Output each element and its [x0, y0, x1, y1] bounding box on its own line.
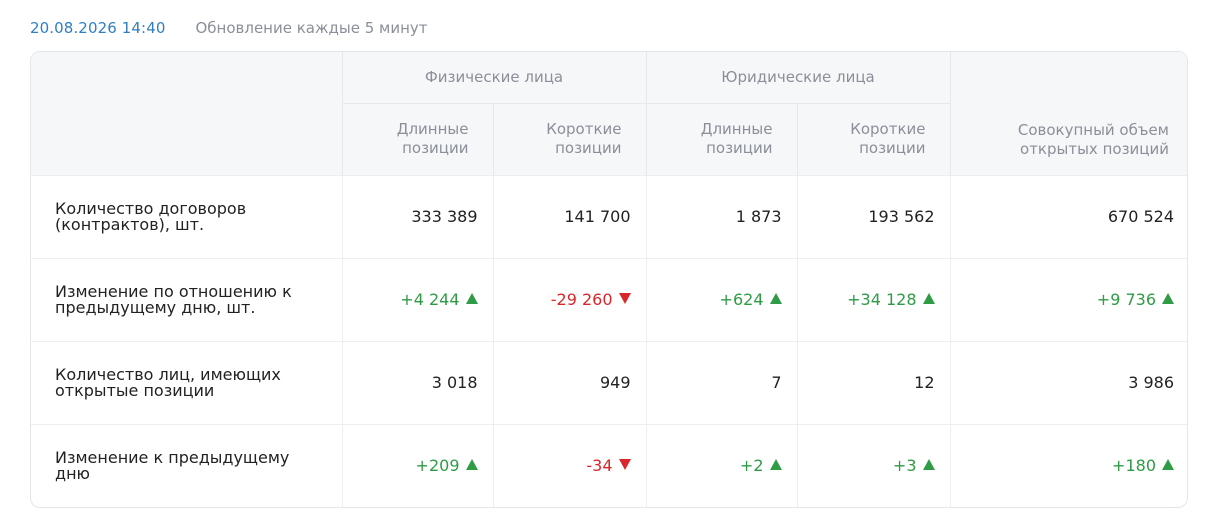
table-cell: +624	[646, 257, 798, 341]
update-frequency-note: Обновление каждые 5 минут	[195, 19, 428, 37]
group-header-individuals: Физические лица	[342, 52, 647, 104]
cell-value: +4 244	[400, 290, 460, 309]
column-header-individuals-long: Длинные позиции	[342, 103, 494, 175]
cell-value: +209	[415, 456, 460, 476]
column-header-legal-long: Длинные позиции	[646, 103, 798, 175]
table-cell: 670 524	[950, 174, 1187, 258]
header-corner	[31, 52, 343, 175]
group-header-legal: Юридические лица	[646, 52, 951, 104]
cell-value: -29 260	[550, 290, 613, 309]
cell-value: 1 873	[735, 207, 782, 226]
table-cell: +3	[797, 423, 951, 507]
cell-value: 12	[914, 373, 935, 392]
trend-up-icon	[769, 293, 782, 304]
table-cell: -34	[493, 423, 647, 507]
table-cell: 333 389	[342, 174, 494, 258]
table-cell: 949	[493, 340, 647, 424]
table-cell: +180	[950, 423, 1187, 507]
trend-up-icon	[465, 293, 478, 304]
row-label-contracts-count: Количество договоров (контрактов), шт.	[31, 174, 343, 258]
row-label-holders-change: Изменение к предыдущему дню	[31, 423, 343, 507]
cell-value: +34 128	[847, 290, 917, 309]
cell-value: 141 700	[564, 207, 631, 226]
cell-value: 333 389	[411, 207, 478, 226]
table-cell: 3 018	[342, 340, 494, 424]
table-cell: 193 562	[797, 174, 951, 258]
table-row: Количество договоров (контрактов), шт. 3…	[31, 174, 1187, 258]
trend-down-icon	[618, 459, 631, 471]
table-row: Количество лиц, имеющих открытые позиции…	[31, 340, 1187, 424]
column-header-legal-short: Короткие позиции	[797, 103, 951, 175]
open-positions-table-card: Физические лица Юридические лица Совокуп…	[30, 51, 1188, 508]
table-cell: +34 128	[797, 257, 951, 341]
cell-value: +3	[892, 456, 917, 476]
table-cell: 3 986	[950, 340, 1187, 424]
cell-value: 193 562	[868, 207, 935, 226]
trend-down-icon	[618, 293, 631, 304]
column-header-individuals-short: Короткие позиции	[493, 103, 647, 175]
trend-up-icon	[769, 459, 782, 471]
table-cell: +209	[342, 423, 494, 507]
trend-up-icon	[1162, 293, 1174, 304]
table-cell: +2	[646, 423, 798, 507]
cell-value: 670 524	[1107, 207, 1174, 226]
table-cell: +4 244	[342, 257, 494, 341]
trend-up-icon	[922, 293, 935, 304]
table-row: Изменение к предыдущему дню +209 -34 +2 …	[31, 423, 1187, 507]
table-cell: -29 260	[493, 257, 647, 341]
cell-value: 949	[599, 373, 631, 392]
row-label-contracts-change: Изменение по отношению к предыдущему дню…	[31, 257, 343, 341]
timestamp: 20.08.2026 14:40	[30, 19, 166, 37]
cell-value: 3 986	[1128, 373, 1174, 392]
cell-value: +2	[739, 456, 764, 476]
trend-up-icon	[922, 459, 935, 471]
cell-value: 7	[771, 373, 782, 392]
table-cell: 12	[797, 340, 951, 424]
cell-value: 3 018	[431, 373, 478, 392]
table-row: Изменение по отношению к предыдущему дню…	[31, 257, 1187, 341]
update-bar: 20.08.2026 14:40 Обновление каждые 5 мин…	[30, 18, 428, 38]
table-cell: 141 700	[493, 174, 647, 258]
cell-value: +180	[1112, 456, 1156, 476]
cell-value: +9 736	[1096, 290, 1156, 309]
open-positions-table: Физические лица Юридические лица Совокуп…	[31, 52, 1187, 507]
table-cell: 1 873	[646, 174, 798, 258]
table-cell: +9 736	[950, 257, 1187, 341]
row-label-holders-count: Количество лиц, имеющих открытые позиции	[31, 340, 343, 424]
table-cell: 7	[646, 340, 798, 424]
cell-value: -34	[586, 456, 613, 476]
column-header-total: Совокупный объем открытых позиций	[950, 52, 1187, 175]
cell-value: +624	[719, 290, 764, 309]
trend-up-icon	[465, 459, 478, 471]
trend-up-icon	[1162, 459, 1174, 471]
